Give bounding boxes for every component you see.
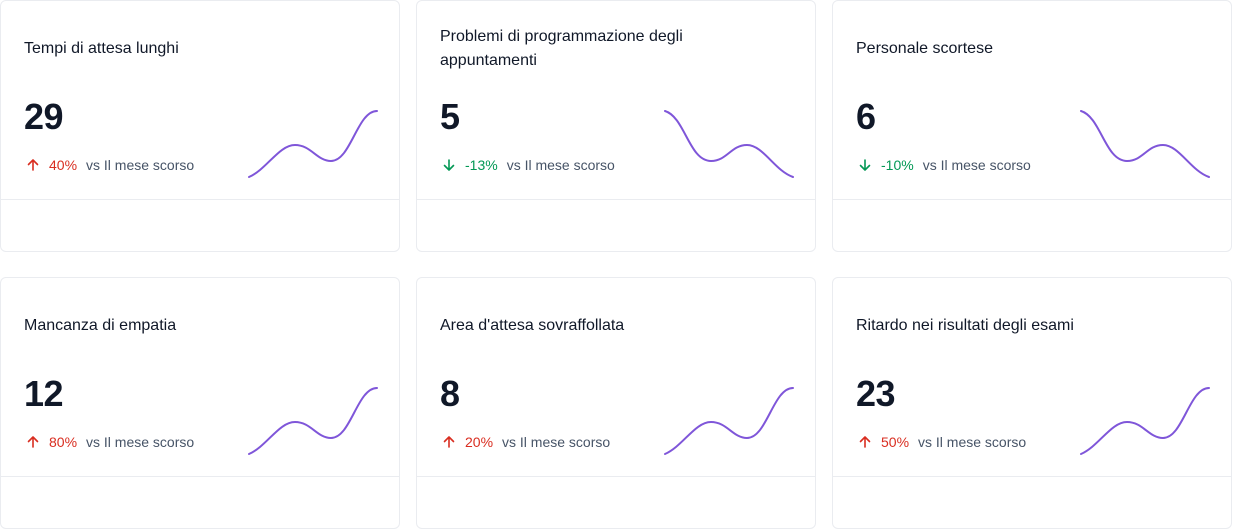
metric-title: Area d'attesa sovraffollata xyxy=(440,317,625,334)
sparkline-chart xyxy=(1080,387,1210,455)
trend-comparison-label: vs Il mese scorso xyxy=(506,157,615,173)
trend-comparison-label: vs Il mese scorso xyxy=(922,157,1031,173)
sparkline-line xyxy=(248,110,378,178)
card-body: Mancanza di empatia 12 80% vs Il mese sc… xyxy=(1,278,399,477)
metric-title: Personale scortese xyxy=(856,40,993,57)
metric-value: 29 xyxy=(24,96,64,137)
sparkline-line xyxy=(664,110,794,178)
card-footer xyxy=(417,199,815,251)
trend-arrow-icon xyxy=(441,157,457,173)
metric-trend: 40% vs Il mese scorso xyxy=(25,155,194,175)
sparkline-line xyxy=(248,387,378,455)
metric-trend: 80% vs Il mese scorso xyxy=(25,432,194,452)
arrow-down-icon xyxy=(443,159,455,171)
arrow-up-icon xyxy=(859,436,871,448)
arrow-down-icon xyxy=(859,159,871,171)
card-body: Area d'attesa sovraffollata 8 20% vs Il … xyxy=(417,278,815,477)
card-body: Personale scortese 6 -10% vs Il mese sco… xyxy=(833,1,1231,200)
sparkline-chart xyxy=(1080,110,1210,178)
metric-value: 23 xyxy=(856,373,896,414)
trend-comparison-label: vs Il mese scorso xyxy=(918,434,1027,450)
trend-arrow-icon xyxy=(25,157,41,173)
trend-comparison-label: vs Il mese scorso xyxy=(86,157,195,173)
sparkline-line xyxy=(1080,387,1210,455)
metric-card: Ritardo nei risultati degli esami 23 50%… xyxy=(832,277,1232,529)
trend-percentage: 20% xyxy=(465,434,494,450)
trend-percentage: 40% xyxy=(49,157,78,173)
metric-trend: 50% vs Il mese scorso xyxy=(857,432,1026,452)
metric-value: 5 xyxy=(440,96,460,137)
card-footer xyxy=(417,476,815,528)
sparkline-chart xyxy=(248,110,378,178)
metric-title: Mancanza di empatia xyxy=(24,317,177,334)
metric-value: 8 xyxy=(440,373,460,414)
arrow-up-icon xyxy=(27,159,39,171)
trend-arrow-icon xyxy=(441,434,457,450)
sparkline-line xyxy=(664,387,794,455)
trend-comparison-label: vs Il mese scorso xyxy=(86,434,195,450)
sparkline-chart xyxy=(664,110,794,178)
metric-trend: 20% vs Il mese scorso xyxy=(441,432,610,452)
arrow-up-icon xyxy=(443,436,455,448)
trend-percentage: -13% xyxy=(465,157,498,173)
metric-card: Area d'attesa sovraffollata 8 20% vs Il … xyxy=(416,277,816,529)
metric-card: Personale scortese 6 -10% vs Il mese sco… xyxy=(832,0,1232,252)
trend-arrow-icon xyxy=(857,434,873,450)
card-body: Tempi di attesa lunghi 29 40% vs Il mese… xyxy=(1,1,399,200)
metric-card: Tempi di attesa lunghi 29 40% vs Il mese… xyxy=(0,0,400,252)
trend-arrow-icon xyxy=(857,157,873,173)
trend-percentage: 80% xyxy=(49,434,78,450)
card-footer xyxy=(1,476,399,528)
sparkline-line xyxy=(1080,110,1210,178)
card-body: Problemi di programmazione degli appunta… xyxy=(417,1,815,200)
trend-comparison-label: vs Il mese scorso xyxy=(502,434,611,450)
metric-title: Problemi di programmazione degli appunta… xyxy=(440,28,683,69)
metric-value: 12 xyxy=(24,373,64,414)
card-body: Ritardo nei risultati degli esami 23 50%… xyxy=(833,278,1231,477)
metric-title: Ritardo nei risultati degli esami xyxy=(856,317,1074,334)
trend-arrow-icon xyxy=(25,434,41,450)
arrow-up-icon xyxy=(27,436,39,448)
metric-trend: -10% vs Il mese scorso xyxy=(857,155,1031,175)
metric-value: 6 xyxy=(856,96,876,137)
sparkline-chart xyxy=(248,387,378,455)
card-footer xyxy=(833,476,1231,528)
trend-percentage: -10% xyxy=(881,157,914,173)
trend-percentage: 50% xyxy=(881,434,910,450)
metric-trend: -13% vs Il mese scorso xyxy=(441,155,615,175)
card-footer xyxy=(1,199,399,251)
metric-card: Mancanza di empatia 12 80% vs Il mese sc… xyxy=(0,277,400,529)
metric-card: Problemi di programmazione degli appunta… xyxy=(416,0,816,252)
card-footer xyxy=(833,199,1231,251)
metric-title: Tempi di attesa lunghi xyxy=(24,40,179,57)
sparkline-chart xyxy=(664,387,794,455)
